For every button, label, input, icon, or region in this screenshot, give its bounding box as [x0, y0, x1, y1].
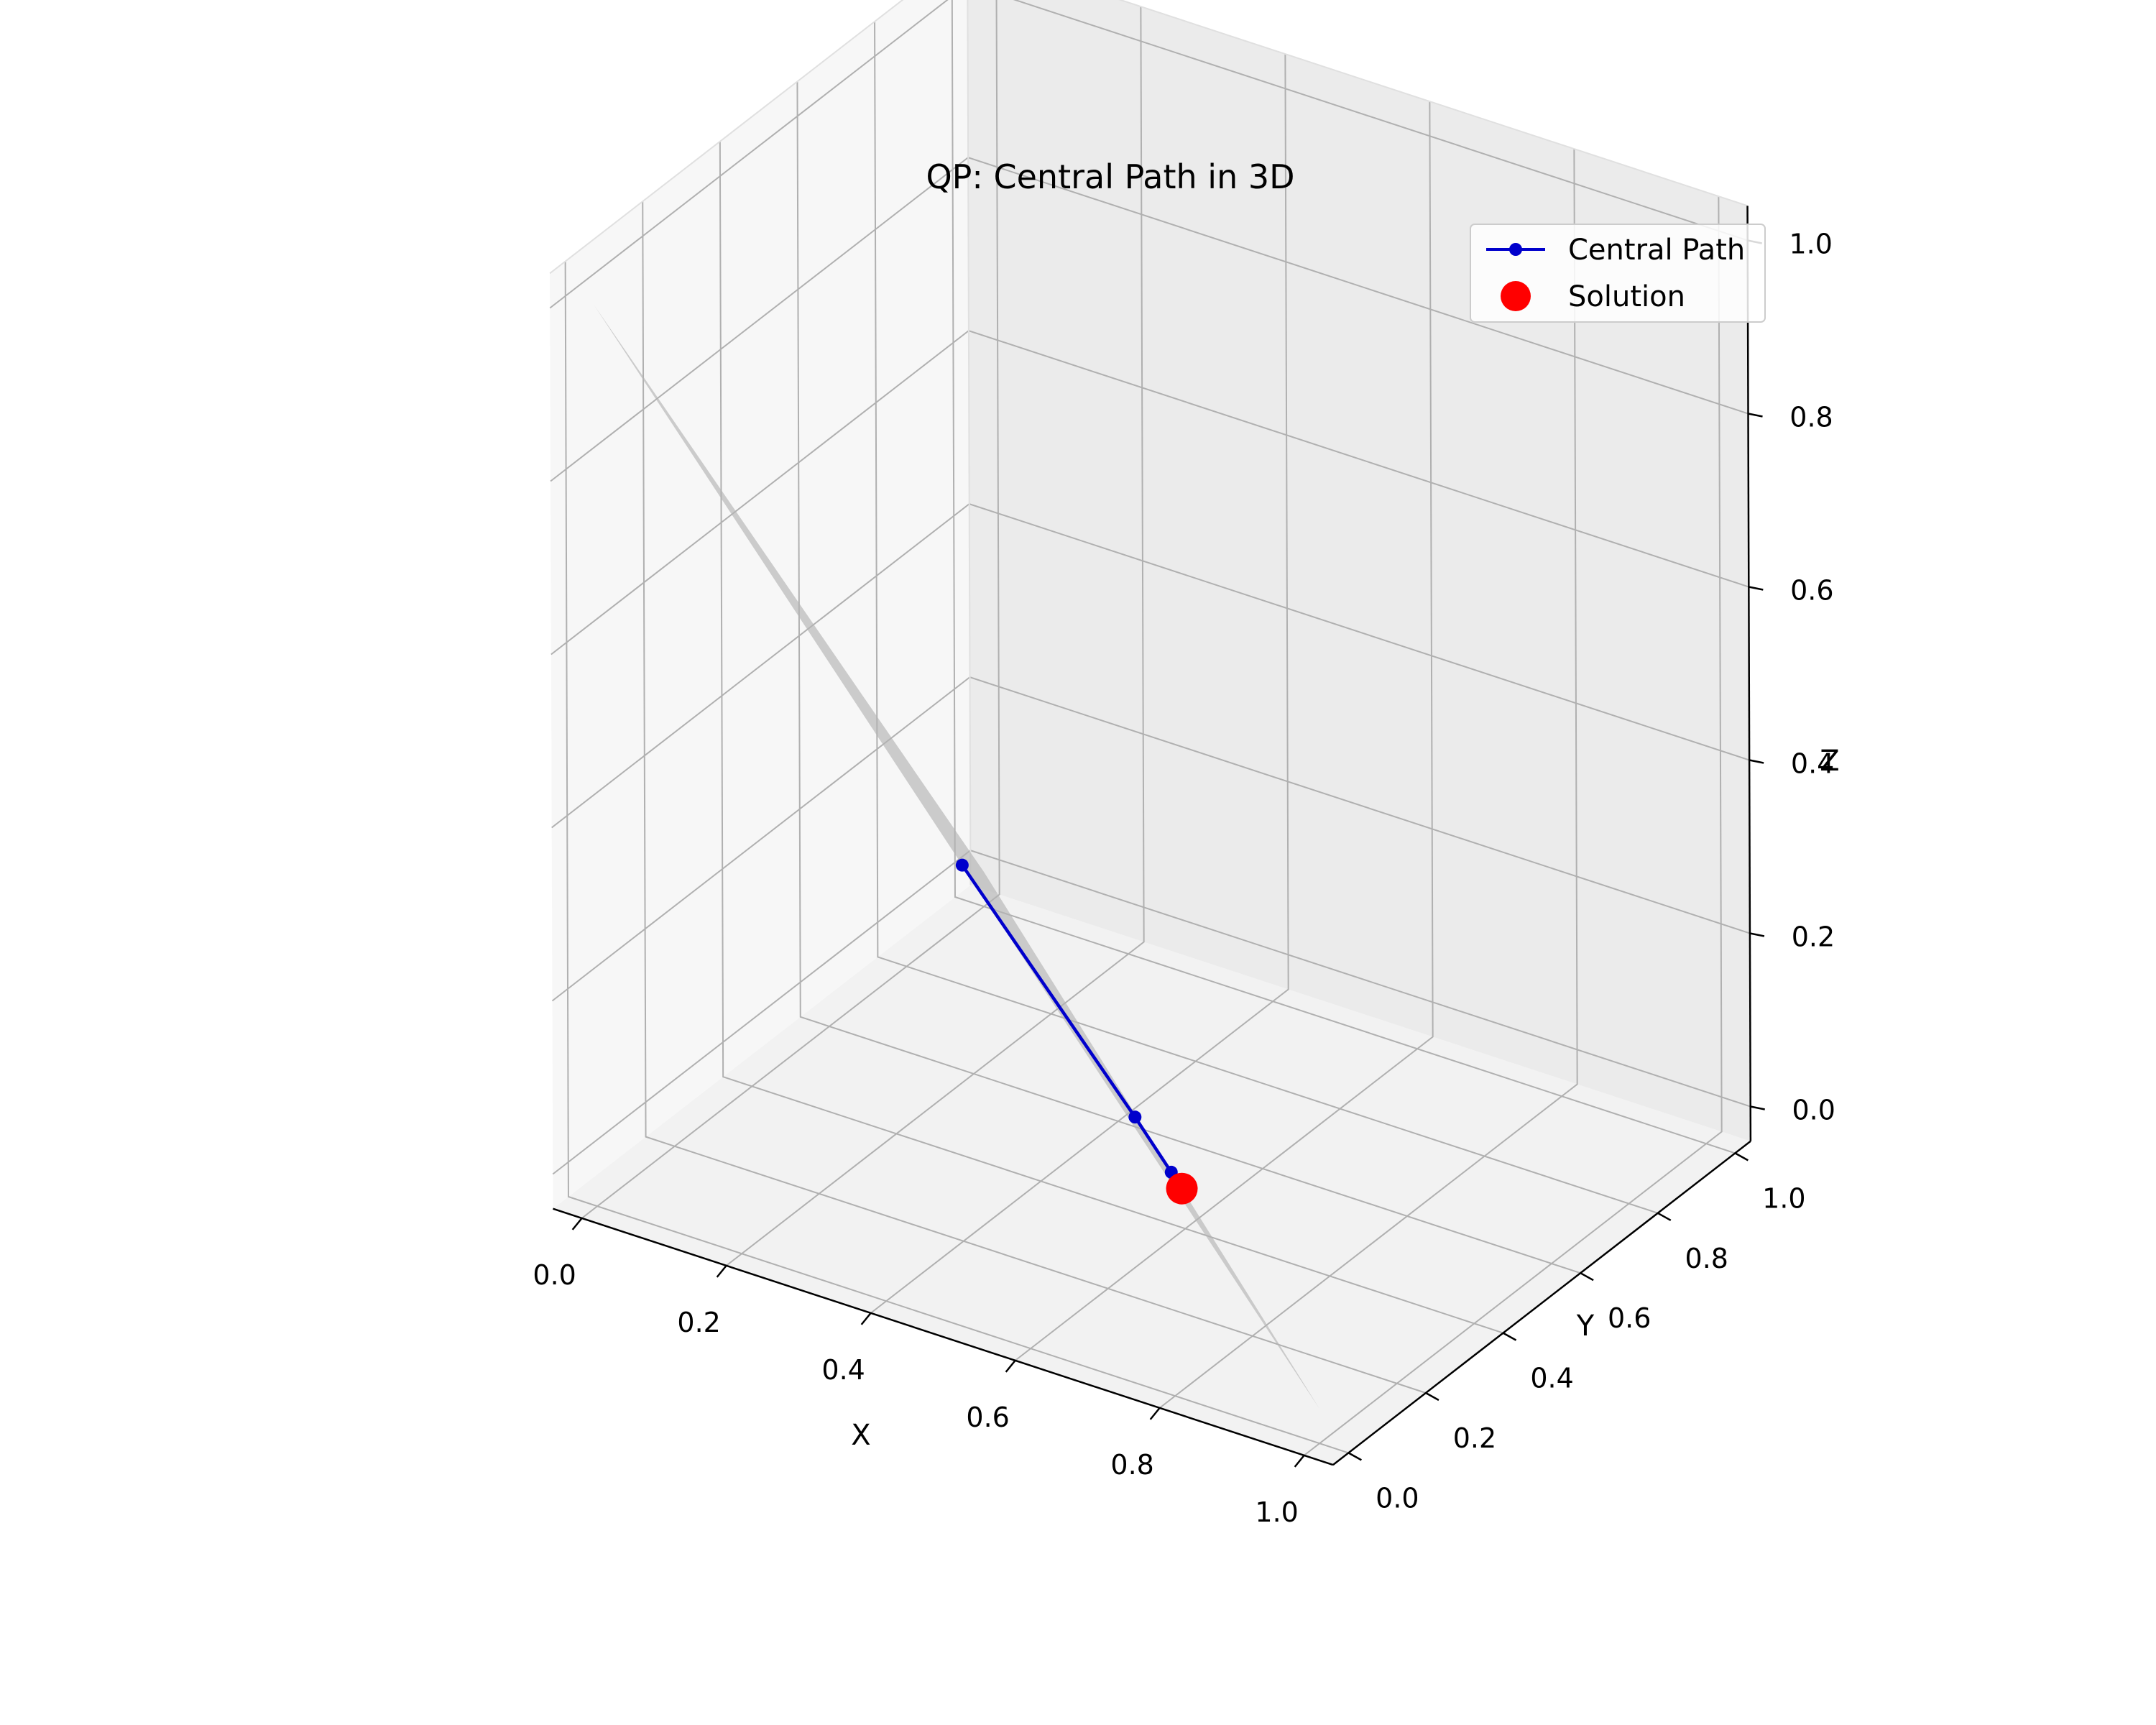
- solution-series: [1166, 1172, 1198, 1205]
- y-tick-label: 0.6: [1608, 1302, 1651, 1334]
- legend: Central Path Solution: [1470, 224, 1766, 323]
- y-tick-label: 1.0: [1762, 1182, 1805, 1214]
- y-grid-line: [951, 0, 1736, 1154]
- z-axis-line: [1746, 206, 1752, 1141]
- y-tick: [1657, 1212, 1672, 1221]
- tick-labels: 0.0 0.2 0.4 0.6 0.8 1.0 0.0 0.2 0.4 0.6 0.8 1.0 0.0 0…: [533, 229, 1835, 1528]
- x-tick: [1149, 1407, 1161, 1420]
- legend-central-path-label: Central Path: [1568, 234, 1745, 267]
- axes-panes: [550, 0, 1751, 1466]
- y-tick: [1502, 1332, 1517, 1341]
- z-tick: [1749, 759, 1764, 764]
- y-tick: [1580, 1272, 1594, 1282]
- constraint-surface: [594, 305, 1319, 1409]
- y-tick: [1348, 1452, 1362, 1461]
- z-tick-label: 0.0: [1792, 1095, 1835, 1126]
- x-grid-line: [1015, 101, 1434, 1361]
- x-tick-label: 0.2: [677, 1307, 720, 1338]
- x-tick-label: 0.6: [966, 1402, 1009, 1433]
- z-tick-label: 0.2: [1792, 921, 1835, 953]
- y-tick: [1734, 1152, 1749, 1162]
- grid-lines: [549, 0, 1751, 1456]
- z-axis-label: Z: [1820, 745, 1839, 778]
- y-grid-line: [564, 261, 1349, 1454]
- z-tick-label: 0.8: [1789, 402, 1833, 433]
- x-grid-line: [870, 54, 1289, 1314]
- y-grid-line: [796, 81, 1581, 1274]
- chart-title: QP: Central Path in 3D: [926, 157, 1294, 196]
- z-tick: [1749, 586, 1764, 591]
- y-grid-line: [719, 141, 1503, 1334]
- legend-solution-label: Solution: [1568, 280, 1685, 313]
- side-pane: [550, 0, 971, 1209]
- x-grid-line: [1159, 149, 1578, 1409]
- x-axis-line: [553, 1208, 1334, 1466]
- y-tick-label: 0.4: [1530, 1363, 1573, 1394]
- x-tick: [860, 1312, 872, 1325]
- y-axis-label: Y: [1576, 1310, 1595, 1343]
- legend-solution-marker: [1501, 281, 1531, 311]
- z-tick-label: 1.0: [1789, 229, 1833, 260]
- x-tick-label: 0.0: [533, 1259, 576, 1291]
- x-grid-line: [1304, 196, 1723, 1456]
- x-grid-line: [581, 0, 1000, 1219]
- pane-top-edge: [549, 0, 1748, 275]
- x-tick: [1294, 1455, 1305, 1468]
- y-tick-label: 0.0: [1376, 1482, 1419, 1514]
- z-tick-label: 0.6: [1790, 575, 1833, 607]
- z-tick: [1750, 1105, 1765, 1110]
- z-tick-label: 0.4: [1791, 748, 1834, 780]
- x-tick: [716, 1265, 727, 1278]
- y-tick: [1425, 1392, 1439, 1402]
- central-path-point: [955, 858, 969, 872]
- pane-corner-edge: [967, 0, 972, 886]
- x-tick: [1005, 1360, 1016, 1373]
- z-tick: [1749, 932, 1765, 937]
- x-tick: [571, 1218, 583, 1230]
- y-axis-line: [1332, 1140, 1751, 1466]
- x-tick-label: 0.8: [1110, 1449, 1153, 1481]
- legend-central-path-marker: [1509, 243, 1522, 256]
- y-grid-line: [642, 201, 1427, 1394]
- central-path-point: [1128, 1110, 1142, 1124]
- x-grid-line: [726, 6, 1145, 1266]
- x-axis-label: X: [851, 1419, 870, 1452]
- x-tick-label: 1.0: [1255, 1496, 1298, 1528]
- axis-lines: [553, 206, 1752, 1466]
- floor-pane: [553, 885, 1751, 1466]
- constraint-plane: [594, 305, 1319, 1409]
- x-tick-label: 0.4: [821, 1354, 865, 1386]
- y-tick-label: 0.2: [1453, 1422, 1496, 1454]
- tick-marks: [571, 239, 1765, 1468]
- z-tick: [1748, 413, 1763, 418]
- z-grid-line: [549, 0, 1749, 309]
- solution-point: [1166, 1172, 1198, 1205]
- y-tick-label: 0.8: [1685, 1243, 1728, 1274]
- y-grid-line: [874, 21, 1659, 1214]
